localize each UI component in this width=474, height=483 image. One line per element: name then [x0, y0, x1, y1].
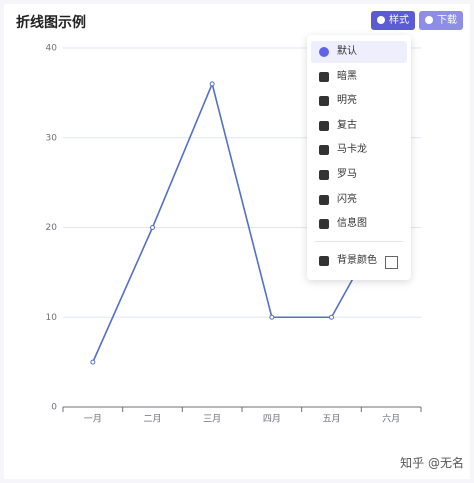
icon	[319, 170, 329, 180]
theme-item[interactable]: 默认	[311, 41, 407, 63]
icon	[319, 96, 329, 107]
theme-item[interactable]: 罗马	[311, 164, 407, 186]
color-box[interactable]	[385, 256, 398, 269]
x-tick-label: 四月	[263, 414, 281, 425]
x-tick-label: 五月	[322, 414, 340, 425]
label: 明亮	[337, 95, 357, 107]
icon	[319, 256, 329, 266]
theme-item[interactable]: 暗黑	[311, 66, 407, 88]
label: 信息图	[337, 218, 367, 230]
icon	[319, 219, 329, 230]
theme-item[interactable]: 明亮	[311, 90, 407, 112]
point	[90, 359, 96, 365]
label: 背景颜色	[337, 255, 377, 266]
point	[150, 225, 155, 230]
theme-item[interactable]: 复古	[311, 115, 407, 137]
watermark: 知乎 @无名	[400, 456, 464, 470]
label: 复古	[337, 119, 357, 131]
x-tick-label: 六月	[382, 413, 400, 425]
x-tick-label: 一月	[84, 414, 102, 425]
style-button[interactable]: 样式	[371, 11, 415, 30]
download-button[interactable]: 下载	[419, 11, 463, 30]
y-tick-label: 40	[46, 44, 58, 54]
theme-menu: 背景颜色 默认暗黑明亮复古马卡龙罗马闪亮信息图	[307, 35, 411, 280]
title: 折线图示例	[16, 15, 86, 31]
theme-item[interactable]: 信息图	[311, 213, 407, 235]
label: 马卡龙	[337, 144, 367, 156]
point	[269, 314, 275, 320]
y-tick-label: 0	[51, 403, 57, 413]
y-tick-label: 10	[46, 313, 58, 323]
icon	[319, 71, 329, 82]
y-tick-label: 20	[46, 223, 58, 233]
icon	[319, 194, 329, 205]
label: 暗黑	[337, 70, 357, 82]
label: 罗马	[337, 169, 357, 180]
background-color[interactable]: 背景颜色	[311, 250, 407, 272]
divider	[315, 241, 403, 242]
theme-item[interactable]: 马卡龙	[311, 139, 407, 161]
label: 默认	[337, 46, 357, 57]
icon	[319, 145, 329, 156]
x-tick-label: 二月	[143, 414, 161, 425]
y-tick-label: 30	[46, 133, 58, 143]
point	[209, 81, 215, 87]
line	[92, 81, 392, 363]
icon	[319, 47, 329, 57]
x-tick-label: 三月	[203, 414, 221, 425]
icon	[319, 120, 329, 131]
theme-item[interactable]: 闪亮	[311, 189, 407, 211]
point	[329, 314, 334, 320]
label: 闪亮	[337, 193, 357, 205]
